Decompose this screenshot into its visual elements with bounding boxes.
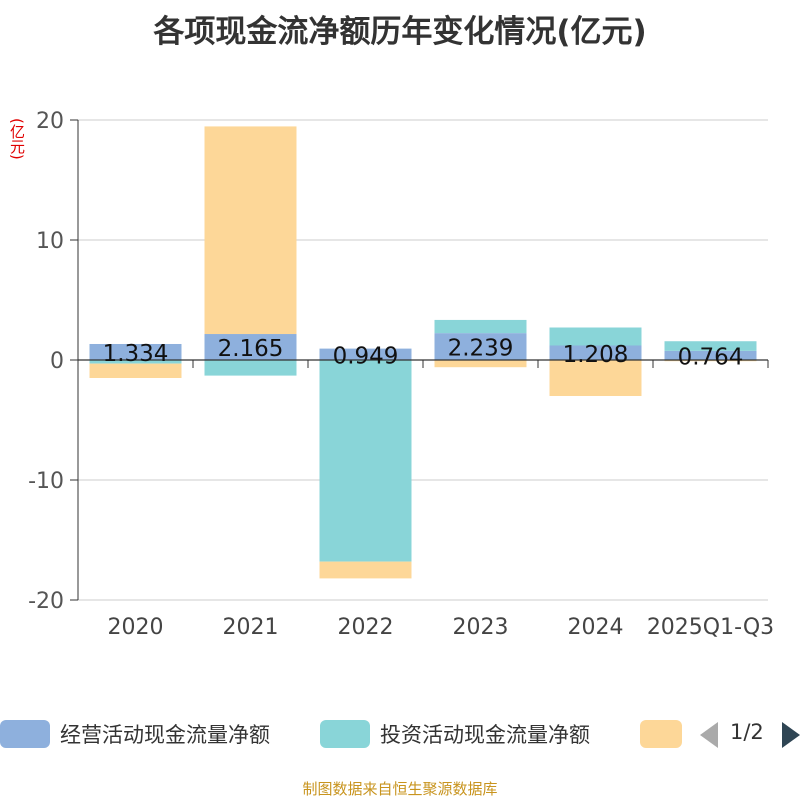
- bar-investing-2024[interactable]: [549, 327, 642, 346]
- legend-label-operating: 经营活动现金流量净额: [60, 723, 270, 747]
- y-tick-label: -20: [28, 589, 64, 614]
- legend-swatch-operating: [0, 720, 50, 748]
- bar-financing-2024[interactable]: [549, 360, 642, 396]
- legend-swatch-financing: [640, 720, 682, 748]
- bar-investing-2022[interactable]: [319, 360, 412, 562]
- legend-item-investing[interactable]: 投资活动现金流量净额: [320, 716, 590, 752]
- data-label-operating: 2.239: [448, 336, 514, 362]
- bar-operating-2021[interactable]: [204, 334, 297, 360]
- x-tick-label: 2023: [453, 615, 509, 640]
- bar-financing-2023[interactable]: [434, 360, 527, 368]
- data-label-operating: 0.764: [678, 344, 744, 370]
- bar-investing-2025Q1-Q3[interactable]: [664, 341, 757, 351]
- bar-financing-2020[interactable]: [89, 363, 182, 378]
- data-label-operating: 1.334: [103, 341, 169, 367]
- bar-investing-2020[interactable]: [89, 360, 182, 364]
- data-label-operating: 0.949: [333, 343, 399, 369]
- data-label-operating: 1.208: [563, 342, 629, 368]
- source-note: 制图数据来自恒生聚源数据库: [302, 780, 498, 798]
- x-tick-label: 2020: [108, 615, 164, 640]
- legend-next-page-icon[interactable]: [782, 722, 800, 748]
- bar-financing-2021[interactable]: [204, 126, 297, 335]
- x-tick-label: 2022: [338, 615, 394, 640]
- legend-swatch-investing: [320, 720, 370, 748]
- x-tick-label: 2021: [223, 615, 279, 640]
- y-tick-label: 10: [36, 229, 64, 254]
- legend-prev-page-icon[interactable]: [700, 722, 718, 748]
- legend-label-investing: 投资活动现金流量净额: [380, 723, 590, 747]
- x-tick-label: 2024: [568, 615, 624, 640]
- bar-investing-2023[interactable]: [434, 319, 527, 334]
- y-axis-unit-label: (亿元): [8, 118, 26, 160]
- bar-operating-2024[interactable]: [549, 345, 642, 360]
- legend-item-operating[interactable]: 经营活动现金流量净额: [0, 716, 270, 752]
- bar-financing-2022[interactable]: [319, 561, 412, 579]
- bar-investing-2021[interactable]: [204, 360, 297, 376]
- bar-operating-2020[interactable]: [89, 343, 182, 360]
- data-label-operating: 2.165: [218, 336, 284, 362]
- y-tick-label: -10: [28, 469, 64, 494]
- legend-page-indicator: 1/2: [730, 720, 764, 744]
- y-tick-label: 0: [50, 349, 64, 374]
- legend-item-financing[interactable]: [640, 716, 682, 752]
- chart-area: 20 10 0 -10 -20 2020 2021 2022 2023 2024 2025Q1-Q3…: [28, 109, 774, 640]
- y-tick-label: 20: [36, 109, 64, 134]
- bar-operating-2025Q1-Q3[interactable]: [664, 350, 757, 360]
- bar-operating-2023[interactable]: [434, 333, 527, 360]
- data-labels: 1.334 2.165 0.949 2.239 1.208 0.764: [103, 336, 744, 371]
- grid-lines: [78, 119, 768, 601]
- x-tick-label: 2025Q1-Q3: [647, 615, 774, 640]
- bar-operating-2022[interactable]: [319, 348, 412, 360]
- bars: [89, 126, 757, 579]
- axes: 20 10 0 -10 -20 2020 2021 2022 2023 2024 2025Q1-Q3: [28, 109, 774, 640]
- chart-title: 各项现金流净额历年变化情况(亿元): [153, 14, 647, 50]
